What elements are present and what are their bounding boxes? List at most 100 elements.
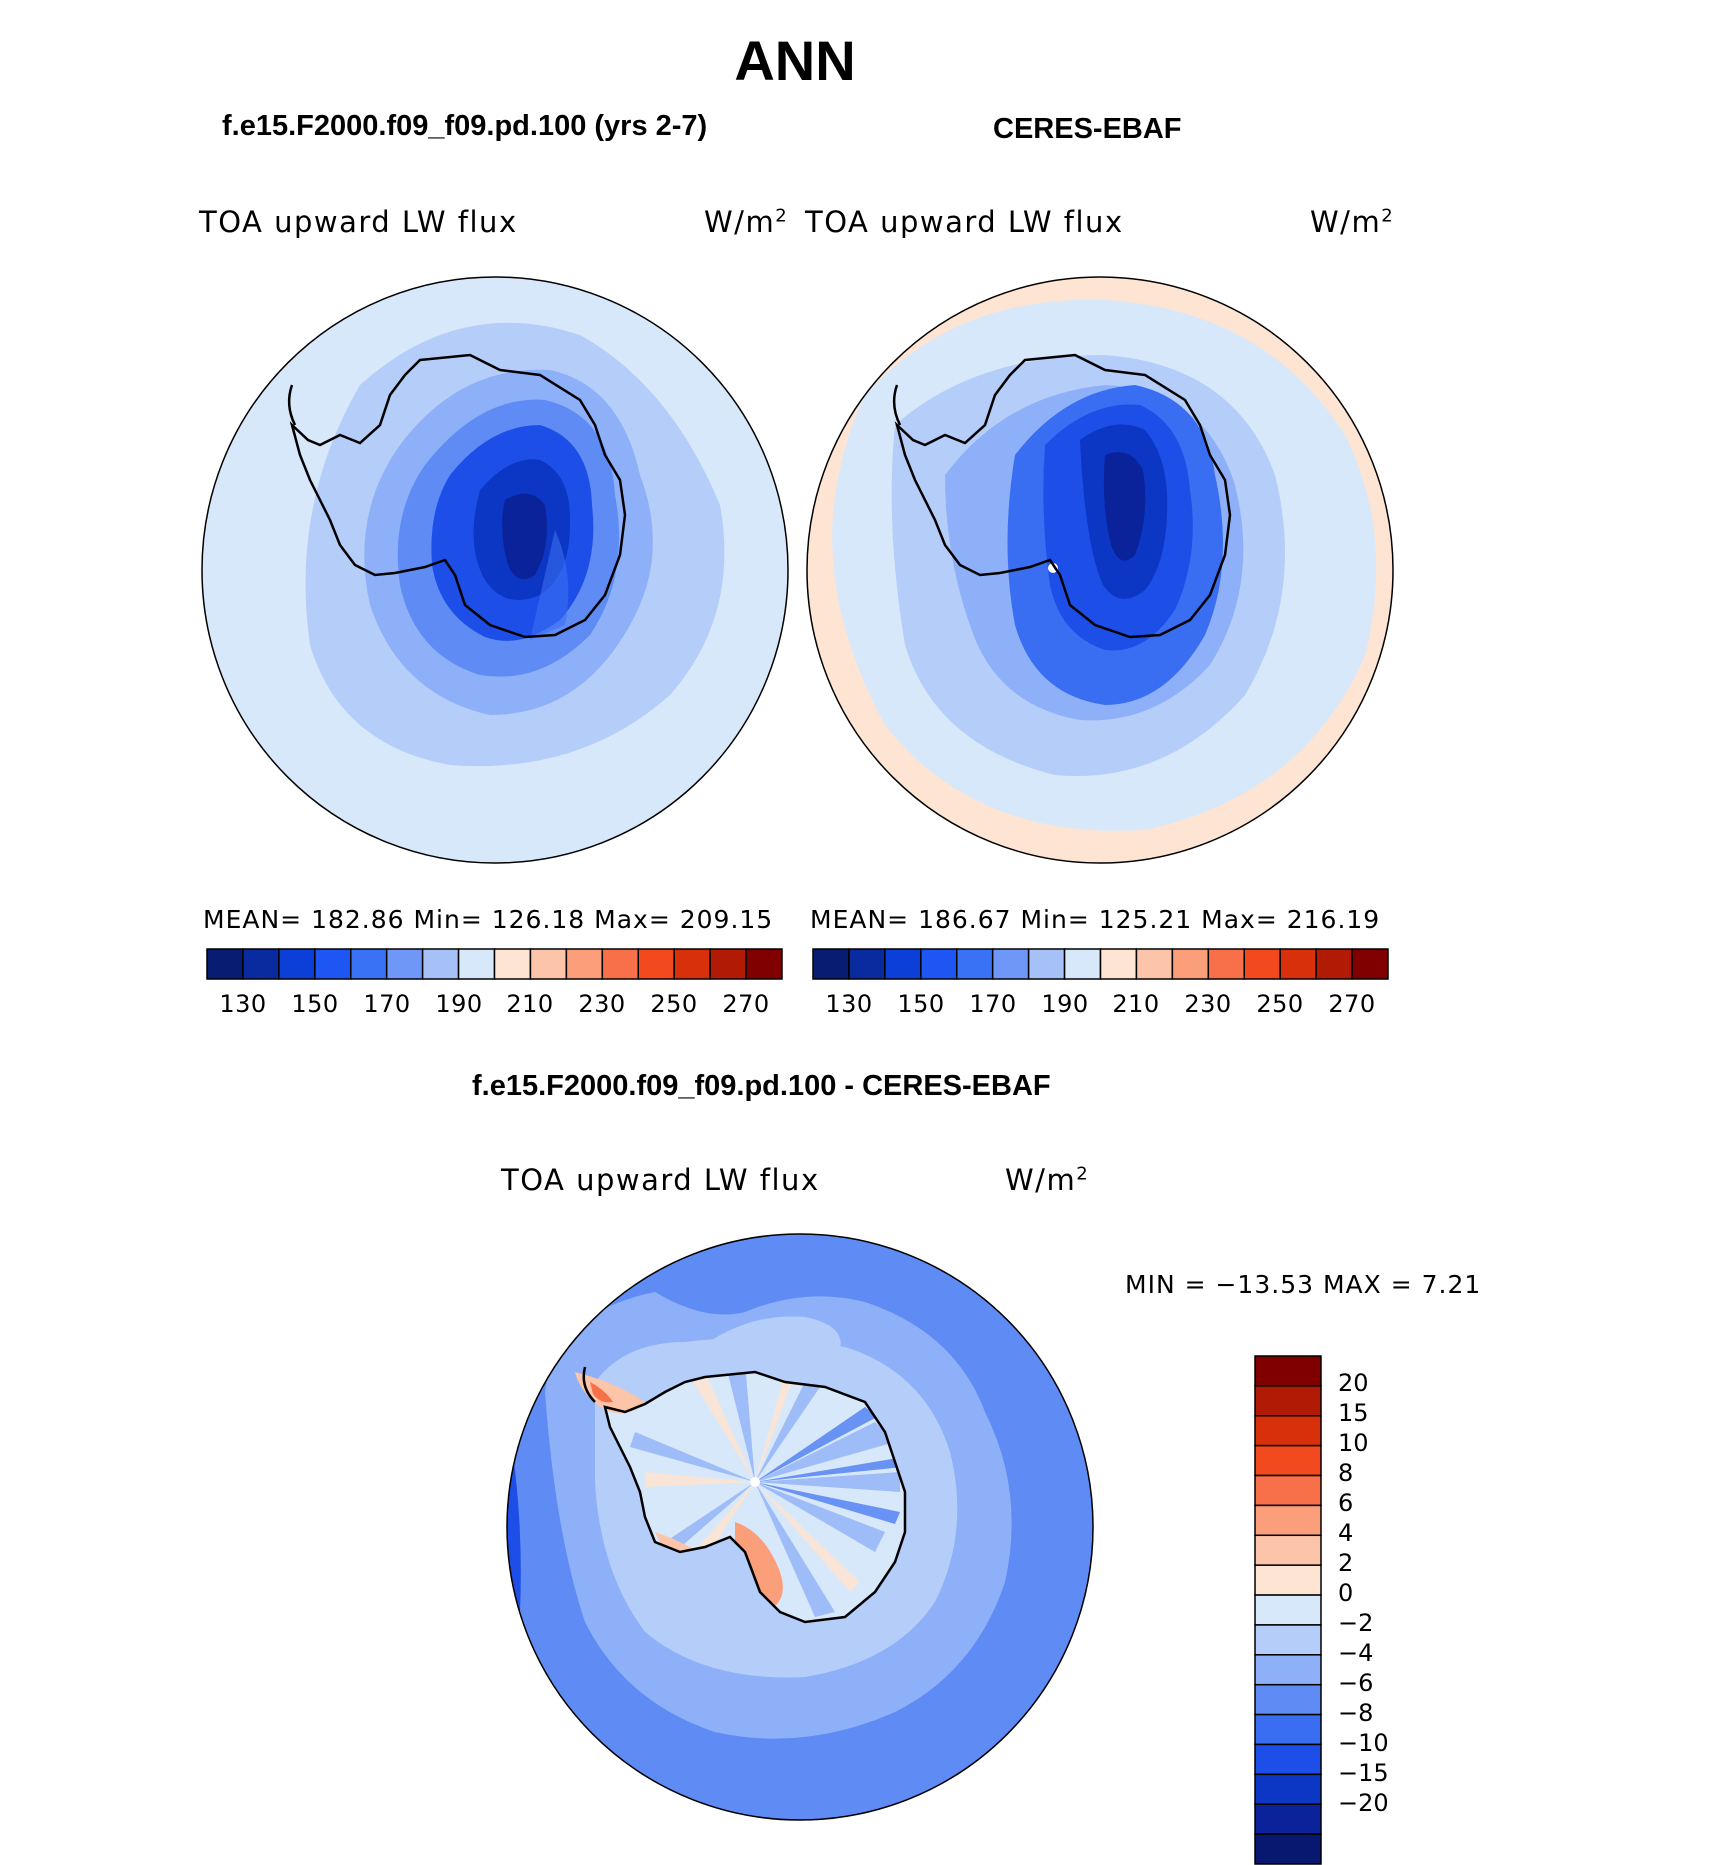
- colorbar-tick: 0: [1338, 1579, 1354, 1607]
- colorbar-swatch: [1254, 1713, 1322, 1746]
- colorbar-tick: 6: [1338, 1489, 1354, 1517]
- colorbar-swatch: [314, 948, 352, 980]
- panel1-colorbar: [206, 948, 783, 980]
- colorbar-swatch: [848, 948, 886, 980]
- colorbar-tick: 250: [650, 990, 698, 1018]
- panel2-colorbar-ticks: 130 150 170 190 210 230 250 270: [813, 990, 1388, 1020]
- colorbar-tick: 230: [578, 990, 626, 1018]
- panel2-units-label: W/m2: [1310, 205, 1395, 239]
- colorbar-swatch: [1254, 1415, 1322, 1447]
- colorbar-swatch: [956, 948, 994, 980]
- colorbar-tick: 270: [1328, 990, 1376, 1018]
- colorbar-tick: −10: [1338, 1729, 1389, 1757]
- colorbar-tick: 190: [1041, 990, 1089, 1018]
- diff-colorbar-ticks: 20 15 10 8 6 4 2 0 −2 −4 −6 −8 −10 −15 −…: [1338, 1355, 1438, 1865]
- panel1-stats: MEAN= 182.86 Min= 126.18 Max= 209.15: [203, 905, 774, 934]
- colorbar-tick: 8: [1338, 1459, 1354, 1487]
- colorbar-tick: 170: [363, 990, 411, 1018]
- colorbar-swatch: [1027, 948, 1066, 980]
- colorbar-tick: 20: [1338, 1369, 1369, 1397]
- colorbar-swatch: [1254, 1773, 1322, 1805]
- colorbar-swatch: [1254, 1564, 1322, 1596]
- diff-colorbar: [1254, 1355, 1322, 1865]
- panel1-colorbar-ticks: 130 150 170 190 210 230 250 270: [207, 990, 782, 1020]
- colorbar-tick: 4: [1338, 1519, 1354, 1547]
- colorbar-tick: 230: [1184, 990, 1232, 1018]
- colorbar-swatch: [1254, 1355, 1322, 1387]
- colorbar-tick: −15: [1338, 1759, 1389, 1787]
- colorbar-swatch: [421, 948, 460, 980]
- colorbar-tick: 210: [1112, 990, 1160, 1018]
- panel1-units-label: W/m2: [704, 205, 789, 239]
- colorbar-swatch: [457, 948, 496, 980]
- colorbar-tick: 190: [435, 990, 483, 1018]
- panel2-stats: MEAN= 186.67 Min= 125.21 Max= 216.19: [810, 905, 1381, 934]
- colorbar-tick: 15: [1338, 1399, 1369, 1427]
- colorbar-swatch: [601, 948, 639, 980]
- diff-case-title: f.e15.F2000.f09_f09.pd.100 - CERES-EBAF: [472, 1070, 1051, 1102]
- diff-variable-label: TOA upward LW flux: [501, 1163, 820, 1197]
- colorbar-tick: 2: [1338, 1549, 1354, 1577]
- colorbar-swatch: [385, 948, 424, 980]
- colorbar-swatch: [1254, 1444, 1322, 1477]
- colorbar-swatch: [1254, 1624, 1322, 1656]
- colorbar-swatch: [278, 948, 316, 980]
- colorbar-swatch: [1254, 1504, 1322, 1537]
- panel1-case-title: f.e15.F2000.f09_f09.pd.100 (yrs 2-7): [222, 110, 708, 142]
- diff-map: [506, 1233, 1094, 1821]
- colorbar-swatch: [673, 948, 711, 980]
- colorbar-swatch: [1135, 948, 1174, 980]
- colorbar-tick: 150: [897, 990, 945, 1018]
- colorbar-tick: 150: [291, 990, 339, 1018]
- diff-units-label: W/m2: [1005, 1163, 1090, 1197]
- colorbar-swatch: [1254, 1385, 1322, 1417]
- panel1-variable-label: TOA upward LW flux: [199, 205, 518, 239]
- colorbar-tick: 250: [1256, 990, 1304, 1018]
- colorbar-tick: −2: [1338, 1609, 1374, 1637]
- colorbar-swatch: [991, 948, 1030, 980]
- colorbar-swatch: [206, 948, 244, 980]
- colorbar-tick: 10: [1338, 1429, 1369, 1457]
- colorbar-swatch: [1254, 1474, 1322, 1507]
- panel2-colorbar: [812, 948, 1389, 980]
- colorbar-swatch: [920, 948, 958, 980]
- colorbar-swatch: [1254, 1534, 1322, 1566]
- colorbar-tick: −4: [1338, 1639, 1374, 1667]
- colorbar-swatch: [1254, 1833, 1322, 1865]
- colorbar-tick: 130: [219, 990, 267, 1018]
- colorbar-swatch: [1207, 948, 1245, 980]
- main-title: ANN: [734, 29, 856, 92]
- panel2-case-title: CERES-EBAF: [993, 113, 1182, 145]
- colorbar-swatch: [1254, 1654, 1322, 1686]
- colorbar-swatch: [812, 948, 850, 980]
- colorbar-tick: 170: [969, 990, 1017, 1018]
- colorbar-tick: −8: [1338, 1699, 1374, 1727]
- colorbar-tick: −20: [1338, 1789, 1389, 1817]
- colorbar-swatch: [529, 948, 568, 980]
- diff-minmax: MIN = −13.53 MAX = 7.21: [1125, 1270, 1482, 1299]
- panel2-map: [806, 276, 1394, 864]
- colorbar-tick: 270: [722, 990, 770, 1018]
- colorbar-swatch: [1254, 1594, 1322, 1626]
- colorbar-tick: 210: [506, 990, 554, 1018]
- colorbar-swatch: [884, 948, 922, 980]
- colorbar-swatch: [350, 948, 388, 980]
- colorbar-swatch: [565, 948, 604, 980]
- colorbar-tick: −6: [1338, 1669, 1374, 1697]
- colorbar-swatch: [242, 948, 280, 980]
- colorbar-swatch: [1254, 1803, 1322, 1835]
- colorbar-swatch: [1279, 948, 1317, 980]
- colorbar-swatch: [709, 948, 747, 980]
- colorbar-swatch: [1171, 948, 1210, 980]
- colorbar-tick: 130: [825, 990, 873, 1018]
- colorbar-swatch: [1254, 1683, 1322, 1716]
- colorbar-swatch: [493, 948, 532, 980]
- panel2-variable-label: TOA upward LW flux: [805, 205, 1124, 239]
- colorbar-swatch: [1243, 948, 1281, 980]
- colorbar-swatch: [1099, 948, 1138, 980]
- colorbar-swatch: [1315, 948, 1353, 980]
- colorbar-swatch: [1254, 1743, 1322, 1776]
- colorbar-swatch: [1063, 948, 1102, 980]
- panel1-map: [201, 276, 789, 864]
- colorbar-swatch: [1351, 948, 1389, 980]
